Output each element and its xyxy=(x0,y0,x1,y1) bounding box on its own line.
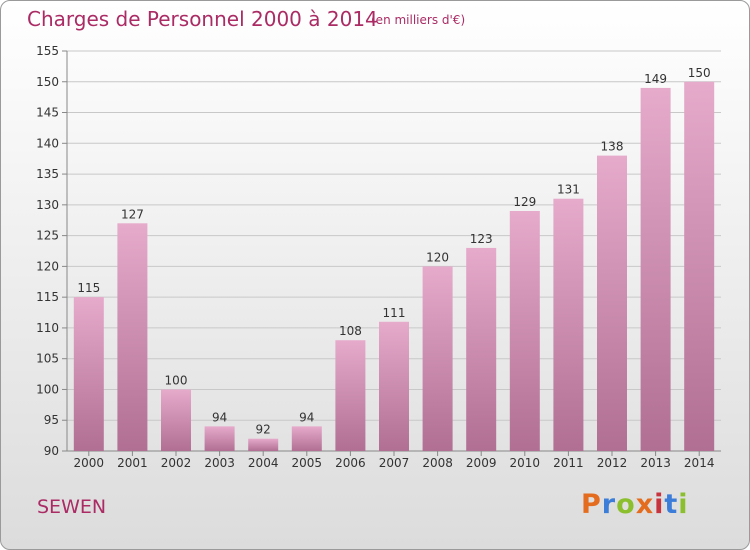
y-tick-label: 120 xyxy=(36,259,59,273)
bar xyxy=(117,223,148,451)
x-tick-label: 2012 xyxy=(597,456,628,470)
bar xyxy=(161,389,191,451)
bar xyxy=(597,155,627,451)
data-label: 123 xyxy=(470,232,493,246)
y-tick-label: 145 xyxy=(36,106,59,120)
y-tick-label: 105 xyxy=(36,352,59,366)
bar xyxy=(509,211,540,451)
x-tick-label: 2001 xyxy=(117,456,148,470)
y-tick-label: 110 xyxy=(36,321,59,335)
data-label: 94 xyxy=(299,410,314,424)
bar xyxy=(291,426,322,451)
x-tick-label: 2000 xyxy=(74,456,105,470)
x-tick-label: 2013 xyxy=(640,456,671,470)
y-tick-label: 95 xyxy=(44,413,59,427)
bar xyxy=(379,321,409,451)
y-tick-label: 100 xyxy=(36,382,59,396)
data-label: 115 xyxy=(77,281,100,295)
data-label: 94 xyxy=(212,410,227,424)
x-tick-label: 2008 xyxy=(422,456,453,470)
data-label: 131 xyxy=(557,183,580,197)
x-tick-label: 2007 xyxy=(379,456,410,470)
bar xyxy=(684,81,715,452)
x-tick-label: 2010 xyxy=(510,456,541,470)
bar xyxy=(73,297,104,451)
bar xyxy=(204,426,235,451)
chart-subtitle: (en milliers d'€) xyxy=(371,13,466,27)
x-tick-label: 2014 xyxy=(684,456,715,470)
data-label: 111 xyxy=(383,306,406,320)
bar xyxy=(335,340,366,451)
proxiti-logo: Proxiti xyxy=(581,489,689,520)
logo-letter: P xyxy=(581,489,602,520)
y-tick-label: 155 xyxy=(36,44,59,58)
data-label: 92 xyxy=(256,423,271,437)
data-label: 120 xyxy=(426,250,449,264)
logo-letter: i xyxy=(654,489,665,520)
x-tick-label: 2009 xyxy=(466,456,497,470)
x-tick-label: 2011 xyxy=(553,456,584,470)
bar xyxy=(422,266,453,451)
commune-name: SEWEN xyxy=(37,496,107,518)
logo-letter: x xyxy=(635,489,655,520)
data-label: 108 xyxy=(339,324,362,338)
y-tick-label: 150 xyxy=(36,75,59,89)
logo-letter: r xyxy=(601,489,617,520)
x-tick-label: 2004 xyxy=(248,456,279,470)
y-tick-label: 125 xyxy=(36,229,59,243)
x-tick-label: 2002 xyxy=(161,456,192,470)
data-label: 129 xyxy=(513,195,536,209)
bar xyxy=(553,198,584,451)
y-tick-label: 140 xyxy=(36,136,59,150)
data-label: 150 xyxy=(688,66,711,80)
x-tick-label: 2003 xyxy=(204,456,235,470)
bar xyxy=(466,247,497,451)
logo-letter: t xyxy=(664,489,679,520)
chart-title: Charges de Personnel 2000 à 2014 xyxy=(27,7,378,31)
data-label: 127 xyxy=(121,207,144,221)
data-label: 149 xyxy=(644,72,667,86)
bar xyxy=(640,87,671,451)
x-tick-label: 2005 xyxy=(292,456,323,470)
logo-letter: i xyxy=(678,489,689,520)
bar xyxy=(248,438,279,451)
y-tick-label: 90 xyxy=(44,444,59,458)
logo-letter: o xyxy=(616,489,636,520)
data-label: 100 xyxy=(165,373,188,387)
y-tick-label: 130 xyxy=(36,198,59,212)
y-tick-label: 135 xyxy=(36,167,59,181)
x-tick-label: 2006 xyxy=(335,456,366,470)
data-label: 138 xyxy=(601,140,624,154)
y-tick-label: 115 xyxy=(36,290,59,304)
